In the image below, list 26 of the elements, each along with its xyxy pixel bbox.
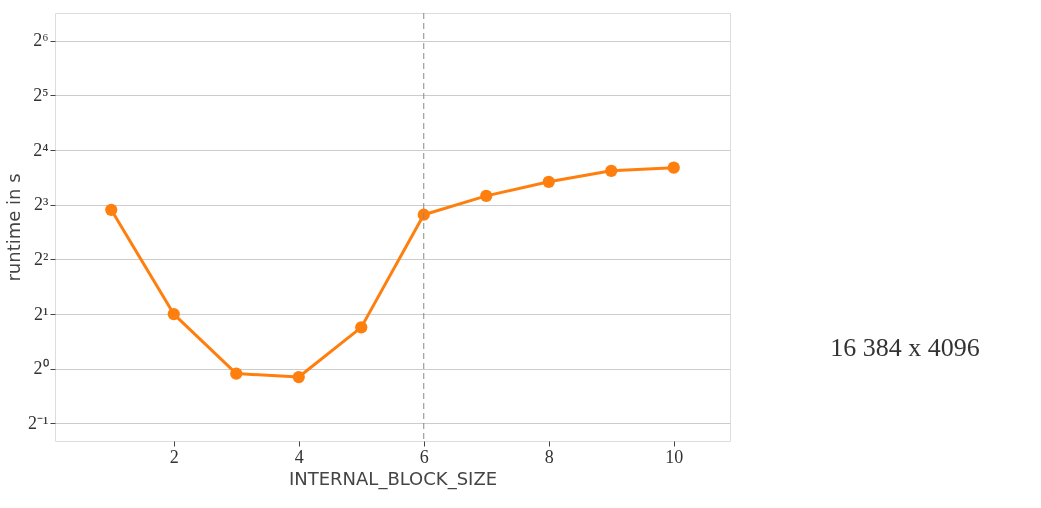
- x-tick-label: 6: [419, 446, 429, 467]
- y-tick-label: 2⁰: [33, 358, 49, 379]
- y-axis-title: runtime in s: [3, 173, 25, 282]
- x-tick-label: 10: [665, 446, 684, 467]
- y-tick-label: 2⁴: [33, 139, 49, 160]
- y-tick-label: 2³: [34, 194, 50, 215]
- y-tick-label: 2⁶: [33, 30, 49, 51]
- x-tick-label: 8: [544, 446, 554, 467]
- point: [167, 307, 180, 321]
- y-tick-label: 2²: [34, 248, 49, 269]
- x-tick-label: 4: [294, 446, 304, 467]
- point: [292, 370, 305, 384]
- y-tick-label: 2⁵: [33, 84, 49, 105]
- point: [417, 208, 430, 221]
- text: 16 384 x 4096: [830, 333, 980, 362]
- point: [105, 203, 118, 216]
- y-tick-label: 2¹: [34, 303, 49, 324]
- point: [480, 189, 493, 203]
- y-tick-label: 2⁻¹: [28, 412, 49, 433]
- point: [667, 161, 680, 174]
- point: [230, 367, 243, 380]
- x-axis-title: INTERNAL_BLOCK_SIZE: [288, 467, 498, 490]
- point: [355, 321, 368, 334]
- x-tick-label: 2: [169, 446, 179, 467]
- point: [605, 164, 618, 177]
- point: [542, 175, 555, 188]
